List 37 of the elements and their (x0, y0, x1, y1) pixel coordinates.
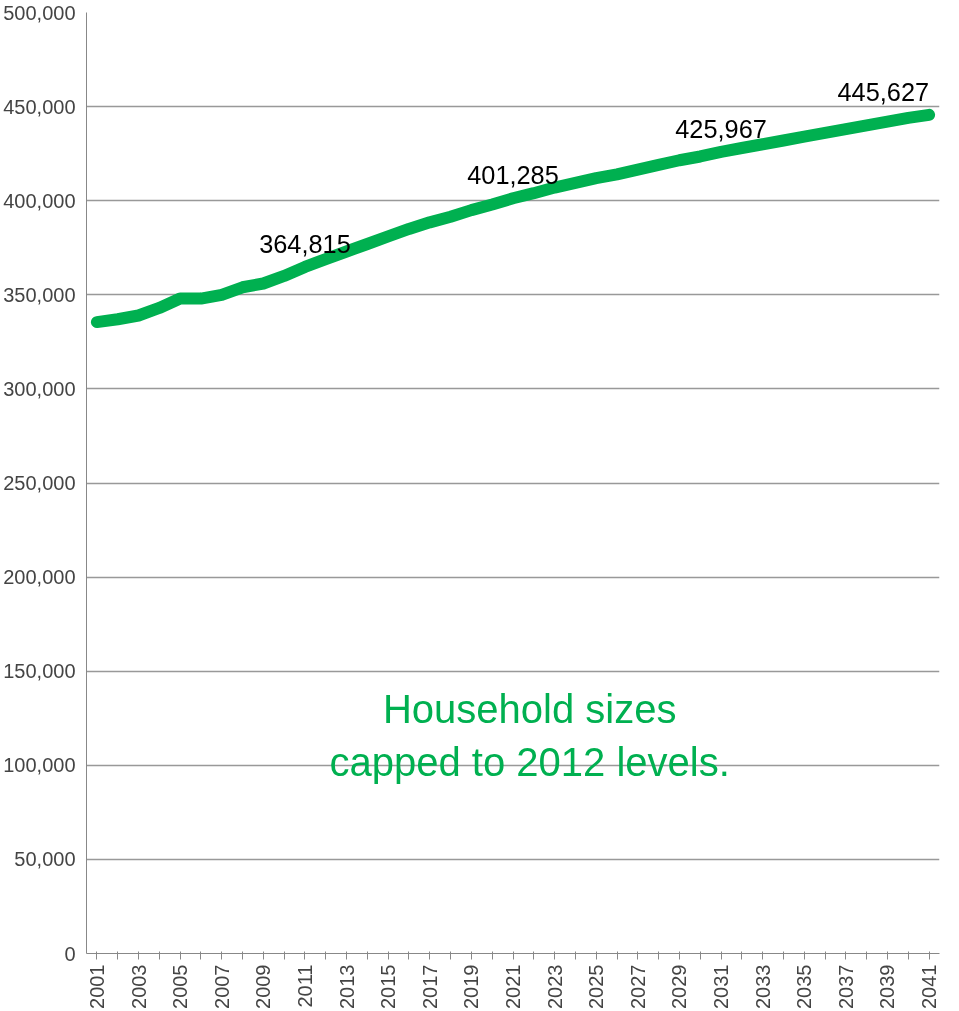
x-tick-label: 2027 (626, 964, 649, 1009)
x-tick-label: 2029 (668, 964, 691, 1009)
x-tick-label: 2009 (252, 964, 275, 1009)
data-label: 425,967 (675, 114, 767, 143)
y-tick-label: 200,000 (3, 566, 76, 589)
x-tick-label: 2037 (834, 964, 857, 1009)
x-tick-label: 2041 (918, 964, 941, 1009)
x-tick-label: 2007 (210, 964, 233, 1009)
y-tick-label: 400,000 (3, 189, 76, 212)
y-tick-label: 50,000 (14, 848, 76, 871)
x-tick-label: 2003 (127, 964, 150, 1009)
data-label: 445,627 (837, 77, 930, 106)
x-tick-label: 2017 (418, 964, 441, 1009)
x-tick-label: 2019 (460, 964, 483, 1009)
y-tick-label: 150,000 (3, 660, 76, 683)
data-label: 401,285 (467, 161, 559, 190)
data-label: 364,815 (259, 229, 351, 258)
y-tick-label: 300,000 (3, 377, 76, 400)
annotation: Household sizes capped to 2012 levels. (329, 687, 730, 785)
y-tick-label: 500,000 (3, 1, 76, 24)
y-tick-label: 450,000 (3, 95, 76, 118)
x-tick-label: 2015 (377, 964, 400, 1009)
y-tick-label: 100,000 (3, 754, 76, 777)
x-tick-label: 2021 (502, 964, 524, 1009)
x-tick-label: 2035 (793, 964, 816, 1009)
x-tick-label: 2001 (85, 964, 108, 1009)
y-tick-label: 350,000 (3, 283, 76, 306)
x-tick-label: 2033 (751, 964, 774, 1009)
x-tick-label: 2005 (169, 964, 192, 1009)
y-tick-label: 250,000 (3, 472, 76, 494)
y-tick-label: 0 (64, 942, 76, 965)
x-tick-label: 2011 (293, 964, 316, 1008)
x-tick-label: 2039 (876, 964, 899, 1009)
x-tick-label: 2025 (585, 964, 608, 1009)
x-tick-label: 2023 (543, 964, 566, 1009)
x-tick-label: 2031 (710, 964, 733, 1009)
x-tick-label: 2013 (335, 964, 358, 1009)
